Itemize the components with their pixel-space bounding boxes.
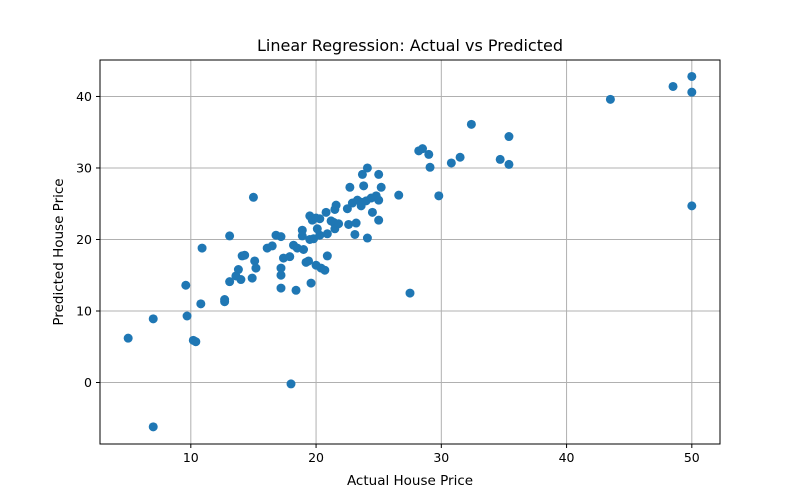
data-point bbox=[276, 263, 286, 273]
data-point bbox=[359, 181, 369, 191]
data-point bbox=[331, 200, 341, 210]
y-tick-label: 10 bbox=[76, 303, 92, 318]
data-point bbox=[495, 154, 505, 164]
data-point bbox=[362, 233, 372, 243]
x-tick-label: 10 bbox=[183, 450, 199, 465]
data-point bbox=[181, 280, 191, 290]
data-point bbox=[362, 163, 372, 173]
plot-background bbox=[100, 60, 720, 444]
data-point bbox=[424, 149, 434, 159]
data-point bbox=[418, 144, 428, 154]
y-tick-label: 20 bbox=[76, 232, 92, 247]
data-point bbox=[367, 207, 377, 217]
data-point bbox=[247, 273, 257, 283]
data-point bbox=[357, 169, 367, 179]
data-point bbox=[123, 333, 133, 343]
plot-area: 10 20 30 40 50 0 10 20 30 40 bbox=[76, 59, 721, 465]
data-point bbox=[267, 241, 277, 251]
data-point bbox=[687, 71, 697, 81]
data-point bbox=[276, 270, 286, 280]
data-point bbox=[446, 158, 456, 168]
data-point bbox=[286, 379, 296, 389]
grid-lines bbox=[100, 60, 720, 444]
y-tick-label: 0 bbox=[84, 375, 92, 390]
data-point bbox=[425, 162, 435, 172]
data-point bbox=[196, 299, 206, 309]
data-point bbox=[276, 283, 286, 293]
data-point bbox=[321, 207, 331, 217]
data-point bbox=[434, 191, 444, 201]
data-point bbox=[251, 263, 261, 273]
data-point bbox=[315, 230, 325, 240]
data-point bbox=[306, 278, 316, 288]
y-axis-label: Predicted House Price bbox=[51, 178, 67, 325]
x-axis-ticks: 10 20 30 40 50 bbox=[183, 444, 700, 465]
data-point bbox=[374, 169, 384, 179]
data-point bbox=[236, 275, 246, 285]
data-point bbox=[605, 94, 615, 104]
data-point bbox=[225, 231, 235, 241]
data-point bbox=[374, 215, 384, 225]
data-point bbox=[182, 311, 192, 321]
x-tick-label: 30 bbox=[433, 450, 449, 465]
data-point bbox=[687, 87, 697, 97]
data-point bbox=[285, 252, 295, 262]
data-point bbox=[344, 219, 354, 229]
data-point bbox=[233, 265, 243, 275]
data-point bbox=[291, 285, 301, 295]
data-point bbox=[376, 182, 386, 192]
data-point bbox=[466, 119, 476, 129]
data-point bbox=[322, 251, 332, 261]
data-point bbox=[148, 314, 158, 324]
data-point bbox=[504, 132, 514, 142]
x-axis-label: Actual House Price bbox=[347, 473, 473, 489]
data-point bbox=[225, 277, 235, 287]
data-point bbox=[504, 159, 514, 169]
data-point bbox=[248, 192, 258, 202]
data-point bbox=[304, 256, 314, 266]
plot-frame bbox=[99, 59, 721, 445]
data-point bbox=[240, 250, 250, 260]
data-point bbox=[276, 232, 286, 242]
data-point bbox=[668, 81, 678, 91]
y-tick-label: 30 bbox=[76, 160, 92, 175]
data-point bbox=[351, 218, 361, 228]
data-point bbox=[197, 243, 207, 253]
data-point bbox=[322, 229, 332, 239]
data-points bbox=[123, 71, 697, 432]
data-point bbox=[297, 231, 307, 241]
chart-title: Linear Regression: Actual vs Predicted bbox=[257, 36, 563, 55]
x-tick-label: 50 bbox=[684, 450, 700, 465]
data-point bbox=[315, 214, 325, 224]
data-point bbox=[299, 244, 309, 254]
data-point bbox=[687, 201, 697, 211]
data-point bbox=[220, 295, 230, 305]
data-point bbox=[374, 195, 384, 205]
data-point bbox=[394, 190, 404, 200]
x-tick-label: 40 bbox=[559, 450, 575, 465]
data-point bbox=[350, 229, 360, 239]
data-point bbox=[405, 288, 415, 298]
data-point bbox=[455, 152, 465, 162]
y-tick-label: 40 bbox=[76, 89, 92, 104]
data-point bbox=[250, 256, 260, 266]
data-point bbox=[320, 265, 330, 275]
x-tick-label: 20 bbox=[308, 450, 324, 465]
data-point bbox=[334, 219, 344, 229]
data-point bbox=[191, 337, 201, 347]
data-point bbox=[148, 422, 158, 432]
y-axis-ticks: 0 10 20 30 40 bbox=[76, 89, 100, 390]
data-point bbox=[345, 182, 355, 192]
